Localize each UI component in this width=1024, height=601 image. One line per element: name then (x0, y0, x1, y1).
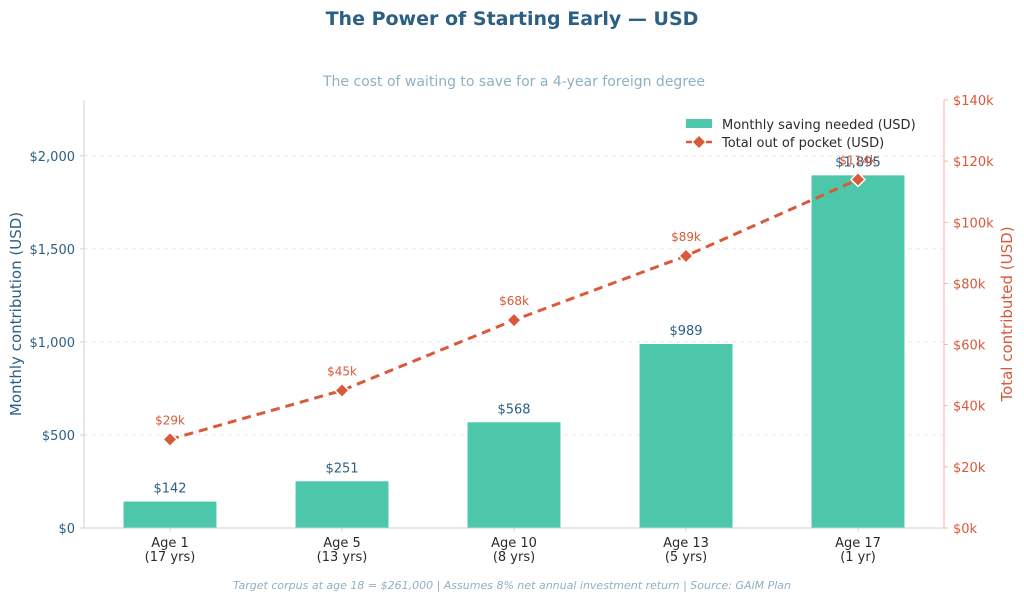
x-tick-label: Age 10 (491, 536, 537, 551)
legend-swatch-bar (686, 119, 712, 128)
y2-tick-label: $40k (953, 400, 986, 415)
point-value-label: $68k (499, 294, 529, 308)
chart-footer-note: Target corpus at age 18 = $261,000 | Ass… (233, 579, 791, 592)
chart-subtitle: The cost of waiting to save for a 4-year… (322, 74, 705, 90)
x-axis-ticks: Age 1(17 yrs) Age 5(13 yrs) Age 10(8 yrs) A… (145, 528, 881, 565)
y2-tick-label: $80k (953, 277, 986, 292)
y-tick-label: $2,000 (30, 150, 76, 165)
bar-value-label: $142 (153, 482, 186, 497)
x-tick-label: Age 13 (663, 536, 709, 551)
x-tick-sublabel: (13 yrs) (317, 550, 368, 565)
line-path (169, 178, 859, 441)
line-point (161, 431, 179, 448)
point-value-label: $89k (671, 230, 701, 244)
y2-axis-label: Total contributed (USD) (998, 226, 1016, 402)
line-point (333, 382, 351, 399)
y2-tick-label: $20k (953, 461, 986, 476)
y-tick-label: $1,500 (30, 243, 76, 258)
bar-value-label: $251 (325, 461, 358, 476)
legend-label-line: Total out of pocket (USD) (721, 136, 884, 151)
right-axis-ticks: $0k $20k $40k $60k $80k $100k $120k $140k (944, 94, 994, 537)
point-value-label: $45k (327, 364, 357, 378)
x-tick-sublabel: (1 yr) (840, 550, 876, 565)
bar (639, 343, 733, 528)
x-tick-label: Age 5 (323, 536, 361, 551)
y2-tick-label: $60k (953, 339, 986, 354)
bar-value-label: $568 (497, 402, 530, 417)
x-tick-label: Age 17 (835, 536, 881, 551)
bar (123, 501, 217, 528)
bar (295, 481, 389, 528)
y2-tick-label: $0k (953, 522, 978, 537)
legend-label-bar: Monthly saving needed (USD) (722, 118, 916, 133)
bar-value-label: $1,895 (835, 155, 881, 170)
line-point (849, 171, 867, 188)
y-tick-label: $500 (42, 429, 75, 444)
chart-title: The Power of Starting Early — USD (326, 8, 699, 30)
x-tick-sublabel: (5 yrs) (665, 550, 707, 565)
y-axis-label: Monthly contribution (USD) (7, 212, 25, 416)
bar-series: $142 $251 $568 $989 $1,895 (123, 155, 905, 528)
x-tick-sublabel: (8 yrs) (493, 550, 535, 565)
bar-value-label: $989 (669, 324, 702, 339)
left-axis-ticks: $0 $500 $1,000 $1,500 $2,000 (30, 150, 84, 537)
x-tick-label: Age 1 (151, 536, 189, 551)
line-point (505, 312, 523, 329)
bar (811, 175, 905, 528)
y2-tick-label: $120k (953, 155, 994, 170)
line-point (677, 247, 695, 264)
y-tick-label: $1,000 (30, 336, 76, 351)
y-tick-label: $0 (58, 522, 75, 537)
x-tick-sublabel: (17 yrs) (145, 550, 196, 565)
legend-marker-diamond (693, 136, 705, 148)
y2-tick-label: $140k (953, 94, 994, 109)
point-value-label: $114k (839, 153, 877, 167)
line-series: $29k $45k $68k $89k $114k (155, 153, 877, 448)
point-value-label: $29k (155, 413, 185, 427)
y2-tick-label: $100k (953, 216, 994, 231)
legend: Monthly saving needed (USD) Total out of… (686, 118, 916, 151)
bar (467, 422, 561, 528)
